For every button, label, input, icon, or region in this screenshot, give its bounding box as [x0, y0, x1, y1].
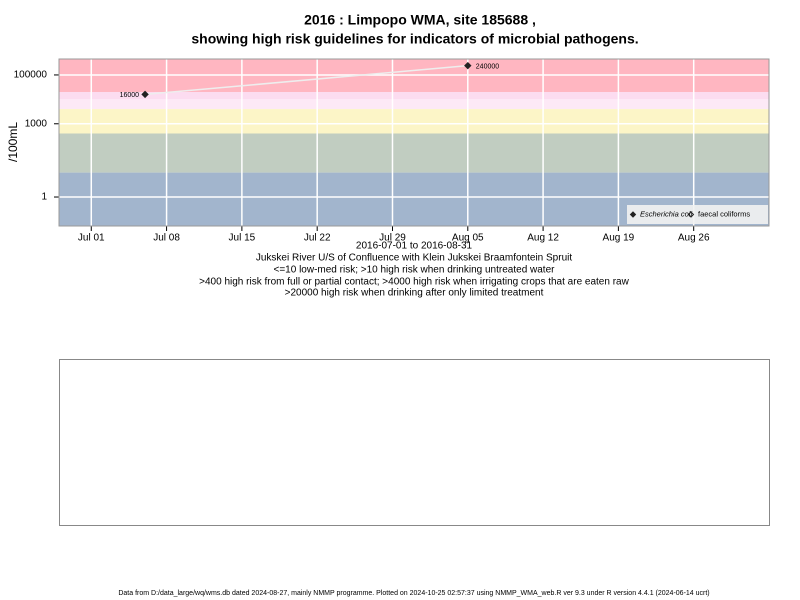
data-label: 240000	[476, 64, 499, 71]
x-tick-label: Jul 08	[153, 233, 180, 244]
x-tick-label: Jul 15	[229, 233, 256, 244]
x-tick-label: Aug 26	[678, 233, 710, 244]
legend-label: faecal coliforms	[698, 209, 750, 218]
note: Jukskei River U/S of Confluence with Kle…	[256, 253, 572, 264]
legend-marker	[629, 211, 637, 218]
y-axis-label: /100mL	[6, 122, 20, 162]
x-axis-label: 2016-07-01 to 2016-08-31	[356, 241, 473, 252]
legend-box	[627, 205, 768, 224]
x-tick-label: Jul 01	[78, 233, 105, 244]
data-label: 16000	[120, 92, 140, 99]
plot-frame	[58, 58, 770, 227]
x-tick-label: Jul 22	[304, 233, 331, 244]
note: >20000 high risk when drinking after onl…	[285, 288, 544, 299]
y-tick-label: 1000	[25, 118, 48, 129]
x-tick-label: Aug 05	[452, 233, 484, 244]
note: <=10 low-med risk; >10 high risk when dr…	[274, 265, 556, 276]
legend-marker	[687, 211, 695, 218]
risk-band	[59, 92, 769, 100]
risk-band	[59, 99, 769, 110]
empty-panel	[59, 359, 770, 526]
legend-label: Escherichia coli	[640, 209, 692, 218]
chart-title: 2016 : Limpopo WMA, site 185688 ,	[304, 12, 536, 28]
data-point	[141, 90, 149, 99]
series-line	[144, 64, 468, 96]
x-tick-label: Jul 29	[379, 233, 406, 244]
footer: Data from D:/data_large/wq/wms.db dated …	[118, 590, 709, 597]
x-tick-label: Aug 19	[603, 233, 635, 244]
chart-subtitle: showing high risk guidelines for indicat…	[191, 31, 638, 47]
note: >400 high risk from full or partial cont…	[199, 277, 629, 288]
y-tick-label: 100000	[14, 70, 48, 81]
risk-band	[59, 133, 769, 173]
risk-band	[59, 109, 769, 134]
y-tick-label: 1	[41, 192, 47, 203]
x-tick-label: Aug 12	[527, 233, 559, 244]
data-point	[464, 61, 472, 70]
